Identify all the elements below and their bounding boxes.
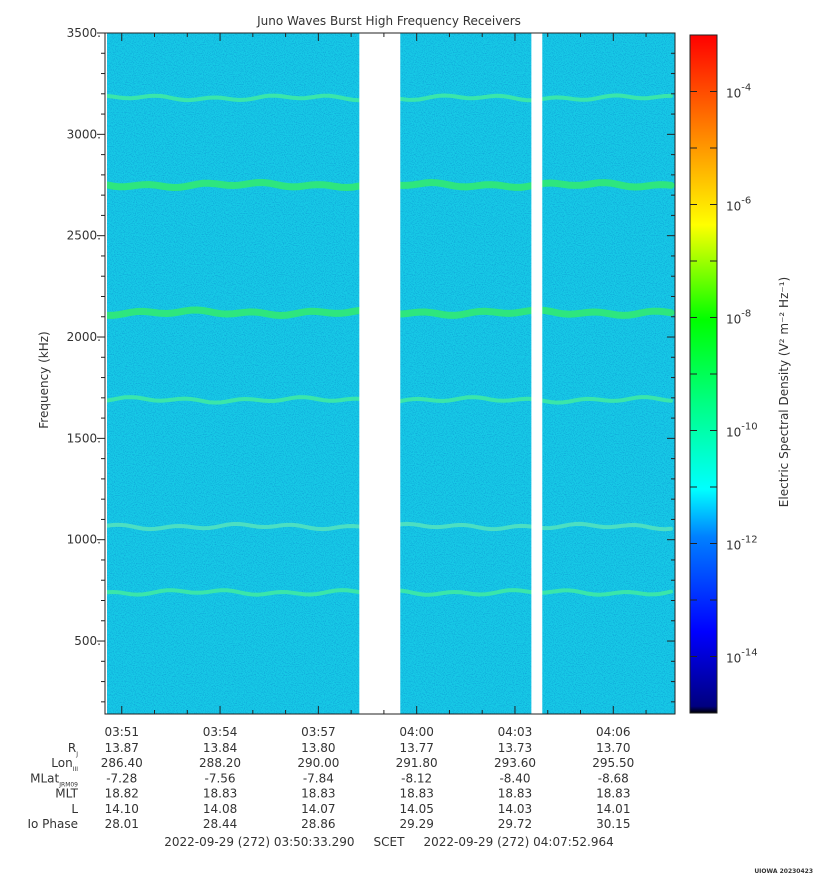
ephemeris-value: -8.40 bbox=[499, 771, 530, 785]
data-gap-2 bbox=[531, 33, 543, 714]
ephemeris-value: 13.84 bbox=[203, 741, 237, 755]
ephemeris-value: 29.72 bbox=[498, 817, 532, 831]
ephemeris-value: 14.05 bbox=[399, 802, 433, 816]
ephemeris-value: 295.50 bbox=[592, 756, 634, 770]
ephemeris-value: 18.83 bbox=[498, 787, 532, 801]
colorbar-ticks: 10-4 10-6 10-8 10-10 10-12 10-14 bbox=[690, 34, 758, 714]
ephemeris-value: 18.82 bbox=[105, 787, 139, 801]
ephemeris-value: 288.20 bbox=[199, 756, 241, 770]
ephemeris-value: 286.40 bbox=[101, 756, 143, 770]
y-axis-label: Frequency (kHz) bbox=[37, 331, 51, 428]
ephemeris-value: 13.77 bbox=[399, 741, 433, 755]
ephemeris-label: L bbox=[71, 802, 78, 816]
scet-footer: 2022-09-29 (272) 03:50:33.290 SCET 2022-… bbox=[164, 835, 614, 849]
credit-label: UIOWA 20230423 bbox=[754, 868, 813, 875]
data-gaps bbox=[359, 33, 543, 714]
x-axis: 03:51 03:54 03:57 04:00 04:03 04:06 bbox=[104, 33, 647, 739]
spectrogram-plot-area bbox=[107, 33, 675, 714]
colorbar-tick-label: 10-8 bbox=[726, 309, 751, 327]
ephemeris-value: 14.08 bbox=[203, 802, 237, 816]
colorbar-label: Electric Spectral Density (V² m⁻² Hz⁻¹) bbox=[777, 277, 791, 507]
ephemeris-value: 18.83 bbox=[596, 787, 630, 801]
ephemeris-value: 30.15 bbox=[596, 817, 630, 831]
y-axis: 500. 1000. 1500. 2000. 2500. 3000. 3500. bbox=[67, 26, 675, 703]
data-gap-1 bbox=[359, 33, 401, 714]
colorbar: 10-4 10-6 10-8 10-10 10-12 10-14 bbox=[689, 34, 758, 714]
x-tick-label: 03:57 bbox=[301, 725, 336, 739]
ephemeris-label: Io Phase bbox=[27, 817, 78, 831]
ephemeris-label: RJ bbox=[68, 741, 78, 758]
ephemeris-value: -7.28 bbox=[106, 771, 137, 785]
ephemeris-value: 291.80 bbox=[396, 756, 438, 770]
ephemeris-value: 13.70 bbox=[596, 741, 630, 755]
y-tick-label: 2000. bbox=[67, 330, 101, 344]
ephemeris-value: 28.01 bbox=[105, 817, 139, 831]
y-tick-label: 2500. bbox=[67, 229, 101, 243]
ephemeris-value: 14.01 bbox=[596, 802, 630, 816]
colorbar-tick-label: 10-14 bbox=[726, 648, 758, 666]
colorbar-tick-label: 10-6 bbox=[726, 196, 751, 214]
ephemeris-value: 18.83 bbox=[203, 787, 237, 801]
ephemeris-table: RJ 13.87 13.84 13.80 13.77 13.73 13.70 LonIII 28… bbox=[27, 741, 634, 831]
ephemeris-value: -8.68 bbox=[598, 771, 629, 785]
x-tick-label: 03:51 bbox=[104, 725, 139, 739]
x-tick-label: 04:03 bbox=[498, 725, 533, 739]
chart-title: Juno Waves Burst High Frequency Receiver… bbox=[256, 14, 521, 28]
ephemeris-value: -8.12 bbox=[401, 771, 432, 785]
colorbar-tick-label: 10-12 bbox=[726, 535, 758, 553]
ephemeris-value: 290.00 bbox=[297, 756, 339, 770]
x-tick-label: 04:06 bbox=[596, 725, 631, 739]
y-tick-label: 1500. bbox=[67, 431, 101, 445]
ephemeris-label: MLT bbox=[55, 787, 78, 801]
y-tick-label: 3000. bbox=[67, 127, 101, 141]
ephemeris-value: 13.80 bbox=[301, 741, 335, 755]
ephemeris-value: 28.44 bbox=[203, 817, 237, 831]
ephemeris-value: 13.87 bbox=[105, 741, 139, 755]
ephemeris-value: -7.84 bbox=[303, 771, 334, 785]
ephemeris-value: 18.83 bbox=[399, 787, 433, 801]
ephemeris-value: 28.86 bbox=[301, 817, 335, 831]
ephemeris-value: -7.56 bbox=[205, 771, 236, 785]
y-tick-label: 1000. bbox=[67, 533, 101, 547]
colorbar-tick-label: 10-10 bbox=[726, 422, 758, 440]
ephemeris-value: 13.73 bbox=[498, 741, 532, 755]
x-tick-label: 04:00 bbox=[399, 725, 434, 739]
colorbar-tick-label: 10-4 bbox=[726, 83, 751, 101]
ephemeris-value: 29.29 bbox=[399, 817, 433, 831]
ephemeris-label: LonIII bbox=[51, 756, 78, 773]
ephemeris-value: 293.60 bbox=[494, 756, 536, 770]
plot-frame bbox=[104, 32, 676, 715]
ephemeris-value: 14.03 bbox=[498, 802, 532, 816]
ephemeris-value: 18.83 bbox=[301, 787, 335, 801]
ephemeris-value: 14.07 bbox=[301, 802, 335, 816]
ephemeris-label: MLatJRM09 bbox=[30, 771, 78, 788]
y-tick-label: 3500. bbox=[67, 26, 101, 40]
y-tick-label: 500. bbox=[74, 634, 101, 648]
x-tick-label: 03:54 bbox=[203, 725, 238, 739]
ephemeris-value: 14.10 bbox=[105, 802, 139, 816]
